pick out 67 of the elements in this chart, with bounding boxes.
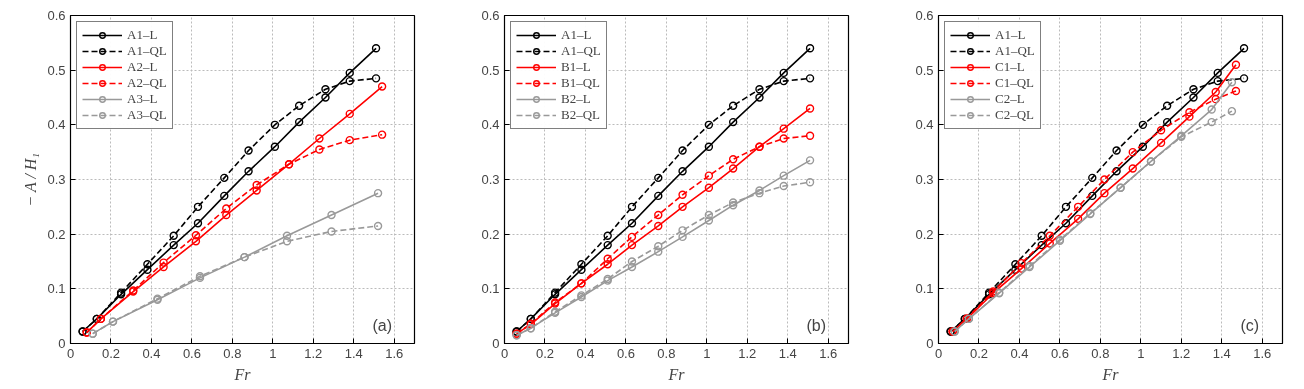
legend-label: A1–L — [561, 27, 592, 43]
y-tick-label: 0.5 — [481, 62, 500, 78]
y-tick-label: 0.1 — [915, 281, 934, 297]
x-tick-label: 1 — [1137, 345, 1145, 361]
x-tick-label: 1.2 — [738, 345, 757, 361]
annotation: (b) — [806, 316, 827, 334]
x-tick-label: 0.4 — [1010, 345, 1029, 361]
x-tick-label: 0.6 — [616, 345, 635, 361]
y-tick-label: 0.4 — [47, 117, 66, 133]
legend-label: B1–L — [561, 59, 591, 75]
x-tick-label: 0.8 — [1091, 345, 1110, 361]
y-axis-title: − A / H₁ — [22, 153, 40, 207]
legend-label: A3–L — [127, 91, 158, 107]
legend-label: B2–QL — [561, 107, 600, 123]
x-tick-label: 0.4 — [576, 345, 595, 361]
x-tick-label: 0.2 — [535, 345, 555, 361]
x-tick-label: 1.6 — [385, 345, 404, 361]
y-tick-label: 0.1 — [481, 281, 500, 297]
legend-label: B1–QL — [561, 75, 600, 91]
x-tick-label: 1.2 — [304, 345, 323, 361]
x-tick-label: 0.6 — [182, 345, 201, 361]
legend-label: C1–L — [995, 59, 1025, 75]
y-tick-label: 0.6 — [481, 8, 500, 23]
x-tick-label: 0.8 — [657, 345, 676, 361]
y-tick-label: 0.6 — [915, 8, 934, 23]
legend-label: A1–L — [127, 27, 158, 43]
y-tick-label: 0.3 — [481, 172, 500, 187]
x-axis-title: Fr — [1101, 365, 1120, 383]
y-tick-label: 0.4 — [915, 117, 934, 133]
x-tick-label: 1.6 — [1253, 345, 1272, 361]
legend-label: A3–QL — [127, 107, 167, 123]
x-axis-title: Fr — [667, 365, 686, 383]
x-tick-label: 1.4 — [778, 345, 797, 361]
legend-label: C2–L — [995, 91, 1025, 107]
x-tick-label: 1.4 — [1212, 345, 1231, 361]
y-tick-label: 0.2 — [915, 226, 934, 242]
legend-label: C2–QL — [995, 107, 1034, 123]
x-tick-label: 1.6 — [819, 345, 838, 361]
x-axis-title: Fr — [233, 365, 252, 383]
legend-label: A1–QL — [127, 43, 167, 59]
y-tick-label: 0.5 — [915, 62, 934, 78]
x-tick-label: 0.6 — [1050, 345, 1069, 361]
x-tick-label: 1.2 — [1172, 345, 1191, 361]
y-tick-label: 0.5 — [47, 62, 66, 78]
legend-label: B2–L — [561, 91, 591, 107]
x-tick-label: 0.2 — [101, 345, 121, 361]
y-tick-label: 0.1 — [47, 281, 66, 297]
x-tick-label: 1 — [703, 345, 711, 361]
x-tick-label: 0.2 — [969, 345, 989, 361]
legend-label: A1–L — [995, 27, 1026, 43]
y-tick-label: 0.3 — [47, 172, 66, 187]
annotation: (c) — [1240, 316, 1260, 334]
legend-label: A1–QL — [995, 43, 1035, 59]
y-tick-label: 0.3 — [915, 172, 934, 187]
y-tick-label: 0.2 — [481, 226, 500, 242]
legend-label: A2–L — [127, 59, 158, 75]
y-tick-label: 0.4 — [481, 117, 500, 133]
legend-label: A2–QL — [127, 75, 167, 91]
y-tick-label: 0.6 — [47, 8, 66, 23]
x-tick-label: 0.4 — [142, 345, 161, 361]
x-tick-label: 1.4 — [344, 345, 363, 361]
annotation: (a) — [372, 316, 393, 334]
x-tick-label: 1 — [269, 345, 277, 361]
legend-label: A1–QL — [561, 43, 601, 59]
legend-label: C1–QL — [995, 75, 1034, 91]
x-tick-label: 0.8 — [223, 345, 242, 361]
y-tick-label: 0.2 — [47, 226, 66, 242]
